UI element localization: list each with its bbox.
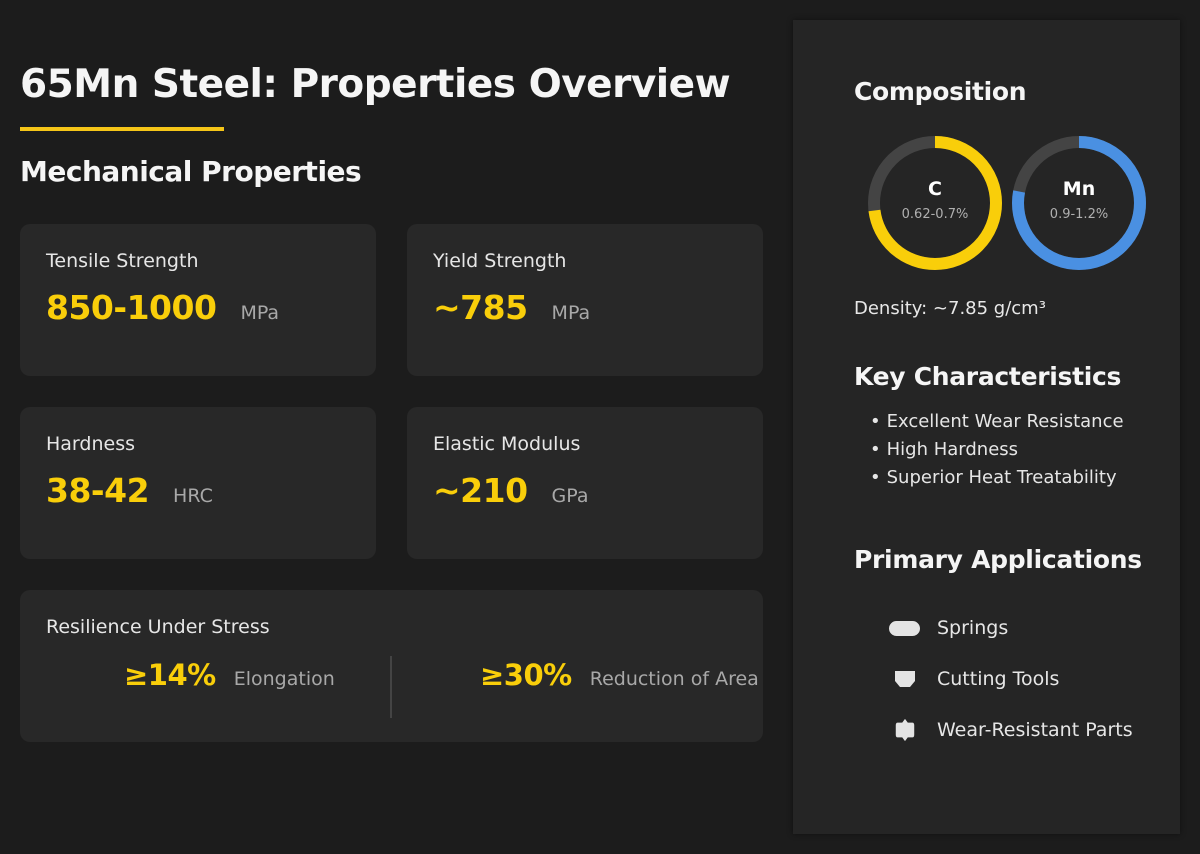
wear-part-icon bbox=[889, 718, 921, 742]
reduction-label: Reduction of Area bbox=[589, 668, 759, 690]
elongation-metric: ≥14% Elongation bbox=[124, 658, 335, 692]
donut-ring-icon bbox=[1012, 136, 1146, 270]
card-tensile-strength: Tensile Strength 850-1000 MPa bbox=[20, 224, 376, 376]
side-panel: Composition C 0.62-0.7% Mn 0.9-1.2% Dens… bbox=[793, 20, 1180, 834]
donut-ring-icon bbox=[868, 136, 1002, 270]
card-yield-strength: Yield Strength ~785 MPa bbox=[407, 224, 763, 376]
application-label: Springs bbox=[937, 617, 1009, 639]
list-item: High Hardness bbox=[870, 436, 1124, 464]
element-symbol: C bbox=[928, 178, 942, 200]
card-value: 38-42 bbox=[46, 471, 150, 510]
spring-icon bbox=[889, 616, 921, 640]
card-unit: MPa bbox=[551, 302, 591, 324]
card-label: Tensile Strength bbox=[46, 250, 199, 272]
card-value: ~785 bbox=[433, 288, 528, 327]
cutting-tool-icon bbox=[889, 667, 921, 691]
card-hardness: Hardness 38-42 HRC bbox=[20, 407, 376, 559]
card-value: 850-1000 bbox=[46, 288, 217, 327]
card-label: Hardness bbox=[46, 433, 135, 455]
key-characteristics-list: Excellent Wear Resistance High Hardness … bbox=[870, 408, 1124, 492]
applications-title: Primary Applications bbox=[854, 545, 1142, 574]
element-range: 0.62-0.7% bbox=[901, 207, 969, 222]
donut-carbon: C 0.62-0.7% bbox=[867, 135, 1003, 271]
card-unit: HRC bbox=[173, 485, 213, 507]
key-characteristics-title: Key Characteristics bbox=[854, 362, 1122, 391]
card-label: Resilience Under Stress bbox=[46, 616, 270, 638]
application-wear-parts: Wear-Resistant Parts bbox=[889, 718, 1133, 742]
metric-divider bbox=[390, 656, 392, 718]
reduction-value: ≥30% bbox=[480, 658, 572, 692]
page-title: 65Mn Steel: Properties Overview bbox=[20, 62, 731, 107]
list-item: Superior Heat Treatability bbox=[870, 464, 1124, 492]
card-value: ~210 bbox=[433, 471, 528, 510]
section-title-mechanical: Mechanical Properties bbox=[20, 155, 362, 188]
application-label: Wear-Resistant Parts bbox=[937, 719, 1133, 741]
card-label: Yield Strength bbox=[433, 250, 567, 272]
list-item: Excellent Wear Resistance bbox=[870, 408, 1124, 436]
element-range: 0.9-1.2% bbox=[1049, 207, 1109, 222]
card-label: Elastic Modulus bbox=[433, 433, 581, 455]
card-unit: GPa bbox=[551, 485, 589, 507]
card-elastic-modulus: Elastic Modulus ~210 GPa bbox=[407, 407, 763, 559]
title-underline bbox=[20, 127, 224, 131]
application-springs: Springs bbox=[889, 616, 1008, 640]
application-cutting-tools: Cutting Tools bbox=[889, 667, 1059, 691]
card-unit: MPa bbox=[240, 302, 280, 324]
density-text: Density: ~7.85 g/cm³ bbox=[854, 298, 1046, 319]
application-label: Cutting Tools bbox=[937, 668, 1060, 690]
elongation-label: Elongation bbox=[233, 668, 335, 690]
reduction-metric: ≥30% Reduction of Area bbox=[480, 658, 759, 692]
card-resilience: Resilience Under Stress ≥14% Elongation … bbox=[20, 590, 763, 742]
composition-title: Composition bbox=[854, 77, 1027, 106]
elongation-value: ≥14% bbox=[124, 658, 216, 692]
element-symbol: Mn bbox=[1062, 178, 1096, 200]
donut-manganese: Mn 0.9-1.2% bbox=[1011, 135, 1147, 271]
